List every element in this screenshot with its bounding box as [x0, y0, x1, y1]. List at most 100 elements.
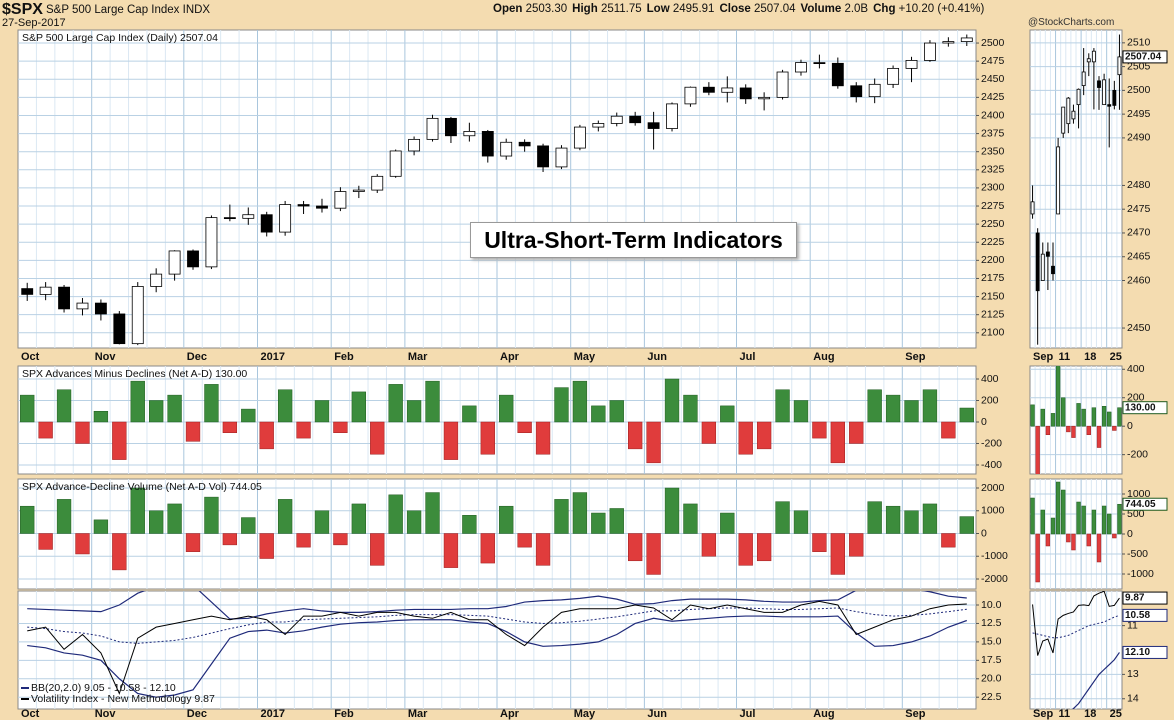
bar	[443, 533, 459, 568]
bar	[370, 533, 385, 566]
plot-area	[1030, 479, 1122, 589]
bar	[535, 421, 551, 455]
bar	[849, 421, 864, 444]
last-value-label: 2507.04	[1125, 52, 1162, 63]
quote-value: +10.20 (+0.41%)	[898, 3, 985, 15]
bar	[572, 380, 588, 423]
candle-body	[1066, 97, 1071, 125]
panel-title: SPX Advance-Decline Volume (Net A-D Vol)…	[22, 481, 262, 493]
bar	[664, 378, 680, 423]
bar	[351, 391, 366, 423]
y-tick-label: 1000	[981, 505, 1005, 517]
name: S&P 500 Large Cap Index	[46, 4, 180, 16]
line	[1032, 591, 1120, 656]
bar	[149, 400, 164, 423]
y-tick-label: 10.0	[981, 599, 1002, 611]
bar	[1076, 501, 1081, 535]
bar	[204, 496, 219, 534]
y-tick-label: -1000	[1127, 568, 1154, 580]
bar	[812, 533, 827, 552]
y-tick-label: 2490	[1127, 132, 1151, 144]
x-tick-label: May	[574, 708, 596, 720]
last-value-label: 12.10	[1125, 647, 1150, 658]
candle-body	[1107, 104, 1112, 107]
bar	[775, 389, 790, 423]
bar	[1112, 425, 1117, 431]
y-tick-label: 2500	[1127, 84, 1151, 96]
candle-body	[1086, 58, 1091, 63]
bar	[333, 533, 348, 546]
bar	[241, 408, 256, 423]
y-tick-label: 200	[1127, 392, 1145, 404]
bar	[941, 421, 956, 439]
quote-value: 2.0B	[844, 3, 869, 15]
x-tick-label: Sep	[1033, 351, 1053, 363]
bar	[112, 421, 127, 460]
candle-body	[776, 71, 789, 98]
y-tick-label: 11	[1127, 619, 1138, 631]
y-tick-label: 500	[1127, 508, 1145, 520]
y-tick-label: 2250	[981, 218, 1005, 230]
candle-body	[316, 205, 328, 209]
y-tick-label: 0	[1127, 528, 1133, 540]
bar	[1086, 425, 1091, 435]
bar	[38, 421, 53, 439]
y-tick-label: 17.5	[981, 654, 1002, 666]
candle-body	[205, 217, 218, 268]
bar	[812, 421, 827, 439]
bar	[683, 394, 698, 423]
y-tick-label: 1000	[1127, 488, 1151, 500]
quote-label: Close	[719, 3, 751, 15]
y-tick-label: 2150	[981, 290, 1005, 302]
bar	[1030, 497, 1035, 535]
bar	[370, 421, 385, 455]
bar	[75, 421, 90, 444]
candle-body	[924, 42, 936, 61]
last-value-box	[1122, 497, 1168, 511]
candle-body	[1056, 146, 1061, 215]
bar	[443, 421, 459, 460]
last-value-box	[1122, 591, 1168, 605]
y-tick-label: 0	[981, 416, 987, 428]
bar	[167, 394, 182, 423]
last-value-box	[1122, 50, 1168, 64]
bar	[1117, 407, 1122, 427]
bar	[646, 421, 661, 464]
quote-value: 2511.75	[600, 3, 642, 15]
bar	[204, 384, 219, 423]
bar	[609, 400, 624, 423]
x-tick-label: May	[574, 351, 596, 363]
y-tick-label: 12.5	[981, 617, 1002, 629]
last-value-label: 9.87	[1125, 593, 1145, 604]
plot-area	[18, 366, 976, 474]
candle-body	[758, 96, 771, 100]
bar	[1107, 513, 1112, 535]
bar	[1040, 408, 1045, 427]
bar	[1107, 411, 1112, 427]
candle-body	[1117, 56, 1122, 76]
x-tick-label: Apr	[500, 708, 520, 720]
candle-body	[1091, 50, 1096, 63]
candle-body	[868, 83, 881, 98]
candle-body	[1035, 232, 1040, 292]
y-tick-label: 2200	[981, 254, 1005, 266]
candle-body	[426, 117, 439, 140]
candle-body	[371, 175, 384, 191]
bar	[793, 510, 809, 534]
bar	[646, 533, 661, 575]
candle-body	[131, 286, 144, 345]
bar	[222, 421, 238, 433]
candle-body	[150, 273, 163, 287]
bar	[1112, 533, 1117, 539]
candle-body	[739, 87, 752, 100]
bar	[259, 533, 274, 559]
candle-body	[942, 41, 955, 44]
bar	[1030, 404, 1035, 427]
bar	[185, 533, 201, 552]
bar	[1096, 533, 1102, 563]
y-tick-label: 0	[981, 527, 987, 539]
x-tick-label: Mar	[408, 708, 428, 720]
y-tick-label: -400	[981, 459, 1002, 471]
bar	[701, 533, 717, 557]
x-tick-label: 11	[1059, 351, 1071, 363]
